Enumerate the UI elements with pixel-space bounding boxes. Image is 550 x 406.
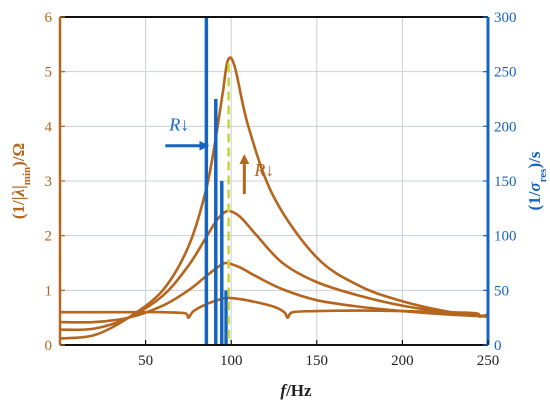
x-tick-label: 50 [138, 353, 153, 369]
y-right-tick-label: 150 [494, 174, 517, 190]
annotation-label-2: R↓ [253, 160, 274, 180]
grid [60, 17, 488, 345]
x-tick-label: 250 [477, 353, 500, 369]
y-right-tick-label: 200 [494, 119, 517, 135]
series-line-2 [59, 209, 489, 332]
y-left-tick-label: 5 [45, 65, 53, 81]
y-right-tick-label: 0 [494, 338, 502, 354]
y-left-tick-label: 6 [45, 10, 53, 26]
x-tick-label: 100 [220, 353, 243, 369]
annotations: R↓ R↓ [165, 115, 274, 195]
y-left-tick-label: 0 [45, 338, 53, 354]
series-line-4 [60, 296, 489, 319]
bars [204, 17, 228, 345]
y-right-tick-label: 300 [494, 10, 517, 26]
x-tick-label: 200 [391, 353, 414, 369]
y-right-tick-label: 50 [494, 283, 509, 299]
y-left-tick-label: 1 [45, 283, 53, 299]
y-left-tick-label: 4 [45, 119, 53, 135]
x-tick-label: 150 [306, 353, 329, 369]
y-right-tick-label: 100 [494, 229, 517, 245]
y-axis-left-label: (1/|λ|min)/Ω [9, 143, 33, 219]
y-right-tick-label: 250 [494, 65, 517, 81]
curves [59, 56, 489, 340]
y-left-tick-label: 3 [45, 174, 53, 190]
annotation-label-1: R↓ [168, 115, 189, 135]
x-axis-label: f/Hz [280, 381, 312, 400]
y-axis-right-label: (1/σres)/s [525, 151, 549, 210]
y-left-tick-label: 2 [45, 229, 53, 245]
series-line-1 [59, 56, 489, 340]
